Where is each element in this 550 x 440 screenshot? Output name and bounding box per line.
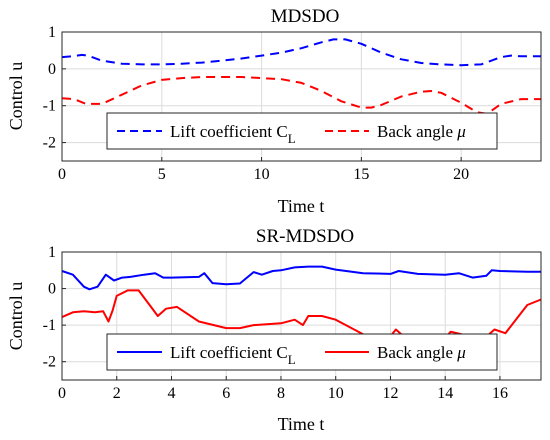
y-tick-label: -2 [43,135,56,152]
x-tick-labels: 0 2 4 6 8 10 12 14 16 [58,385,508,402]
legend-box [106,112,498,150]
x-tick-label: 16 [492,385,508,402]
series-line-back-angle [61,76,541,115]
x-tick-labels: 0 5 10 15 20 [58,166,469,183]
x-tick-label: 10 [254,166,270,183]
x-tick-label: 4 [167,385,175,402]
series-line-lift-coefficient [61,265,541,291]
x-tick-label: 14 [437,385,453,402]
y-tick-label: -2 [43,354,56,371]
x-tick-label: 20 [453,166,469,183]
series-group [61,38,541,115]
legend-label-back-angle: Back angle μ [377,122,466,141]
series-line-back-angle [61,289,542,339]
y-tick-labels: 1 0 -1 -2 [43,24,56,152]
y-tick-label: 1 [48,244,56,261]
y-tick-label: -1 [43,317,56,334]
y-tick-label: 0 [48,281,56,298]
y-tick-labels: 1 0 -1 -2 [43,244,56,371]
y-axis-label: Control u [6,62,26,131]
x-axis-label: Time t [278,196,325,216]
panel-sr-mdsdo: SR-MDSDO 0 2 4 6 8 10 12 14 16 10-1-2 Time t Con… [6,226,542,434]
legend-label-lift: Lift coefficient CL [170,122,296,146]
plot-area [61,251,542,381]
legend: Lift coefficient CL Back angle μ [106,112,498,150]
x-axis-label: Time t [278,414,325,434]
x-tick-label: 10 [328,385,344,402]
chart-title: SR-MDSDO [256,226,354,247]
series-line-lift-coefficient [61,38,541,67]
plot-area [61,31,542,162]
x-tick-label: 12 [382,385,398,402]
legend-box [106,333,498,371]
y-tick-label: 0 [48,61,56,78]
legend-label-lift: Lift coefficient CL [170,343,296,367]
x-tick-label: 6 [222,385,230,402]
x-tick-label: 0 [58,166,66,183]
series-group [61,265,542,339]
chart-title: MDSDO [271,6,340,27]
x-tick-label: 15 [353,166,369,183]
x-tick-label: 8 [277,385,285,402]
legend: Lift coefficient CL Back angle μ [106,333,498,371]
panel-mdsdo: MDSDO 0 5 10 15 20 10-1-2 Time t Control u L… [6,6,542,216]
y-tick-label: -1 [43,98,56,115]
y-tick-label: 1 [48,24,56,41]
x-tick-label: 0 [58,385,66,402]
x-tick-label: 5 [158,166,166,183]
legend-label-back-angle: Back angle μ [377,343,466,362]
y-axis-label: Control u [6,282,26,351]
x-tick-label: 2 [113,385,121,402]
